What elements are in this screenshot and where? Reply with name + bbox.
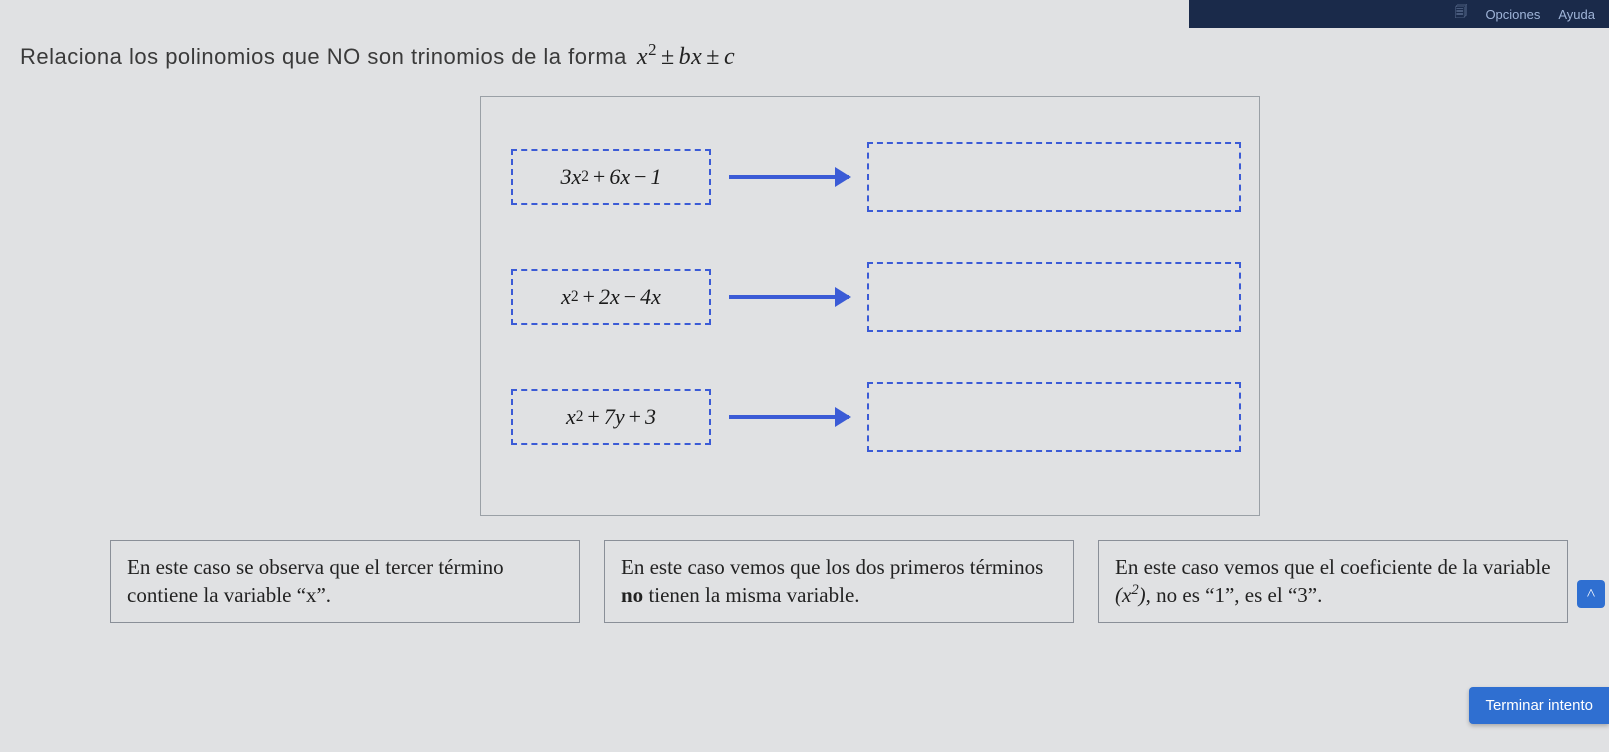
answer-options-tray: En este caso se observa que el tercer té… xyxy=(110,540,1568,623)
polynomial-source-2[interactable]: x2+2x−4x xyxy=(511,269,711,325)
answer-option-1[interactable]: En este caso se observa que el tercer té… xyxy=(110,540,580,623)
answer-option-3[interactable]: En este caso vemos que el coeficiente de… xyxy=(1098,540,1568,623)
polynomial-source-3[interactable]: x2+7y+3 xyxy=(511,389,711,445)
arrow-icon xyxy=(729,415,849,419)
matching-worksheet: 3x2+6x−1 x2+2x−4x x2+7y+3 xyxy=(480,96,1260,516)
prompt-text: Relaciona los polinomios que NO son trin… xyxy=(20,44,627,70)
drop-target-2[interactable] xyxy=(867,262,1241,332)
chevron-up-icon: ˄ xyxy=(1586,585,1595,603)
drop-target-1[interactable] xyxy=(867,142,1241,212)
question-prompt: Relaciona los polinomios que NO son trin… xyxy=(20,40,735,71)
scroll-up-button[interactable]: ˄ xyxy=(1577,580,1605,608)
app-topbar: 🗐 Opciones Ayuda xyxy=(1189,0,1609,28)
finish-button-label: Terminar intento xyxy=(1485,697,1593,714)
save-icon[interactable]: 🗐 xyxy=(1454,3,1467,25)
match-row: x2+7y+3 xyxy=(511,357,1241,477)
prompt-formula: x2±bx±c xyxy=(637,40,735,71)
match-row: 3x2+6x−1 xyxy=(511,117,1241,237)
answer-option-2[interactable]: En este caso vemos que los dos primeros … xyxy=(604,540,1074,623)
arrow-icon xyxy=(729,295,849,299)
polynomial-source-1[interactable]: 3x2+6x−1 xyxy=(511,149,711,205)
topbar-help-link[interactable]: Ayuda xyxy=(1558,7,1595,22)
finish-attempt-button[interactable]: Terminar intento xyxy=(1469,687,1609,724)
drop-target-3[interactable] xyxy=(867,382,1241,452)
match-row: x2+2x−4x xyxy=(511,237,1241,357)
topbar-options-link[interactable]: Opciones xyxy=(1485,7,1540,22)
arrow-icon xyxy=(729,175,849,179)
